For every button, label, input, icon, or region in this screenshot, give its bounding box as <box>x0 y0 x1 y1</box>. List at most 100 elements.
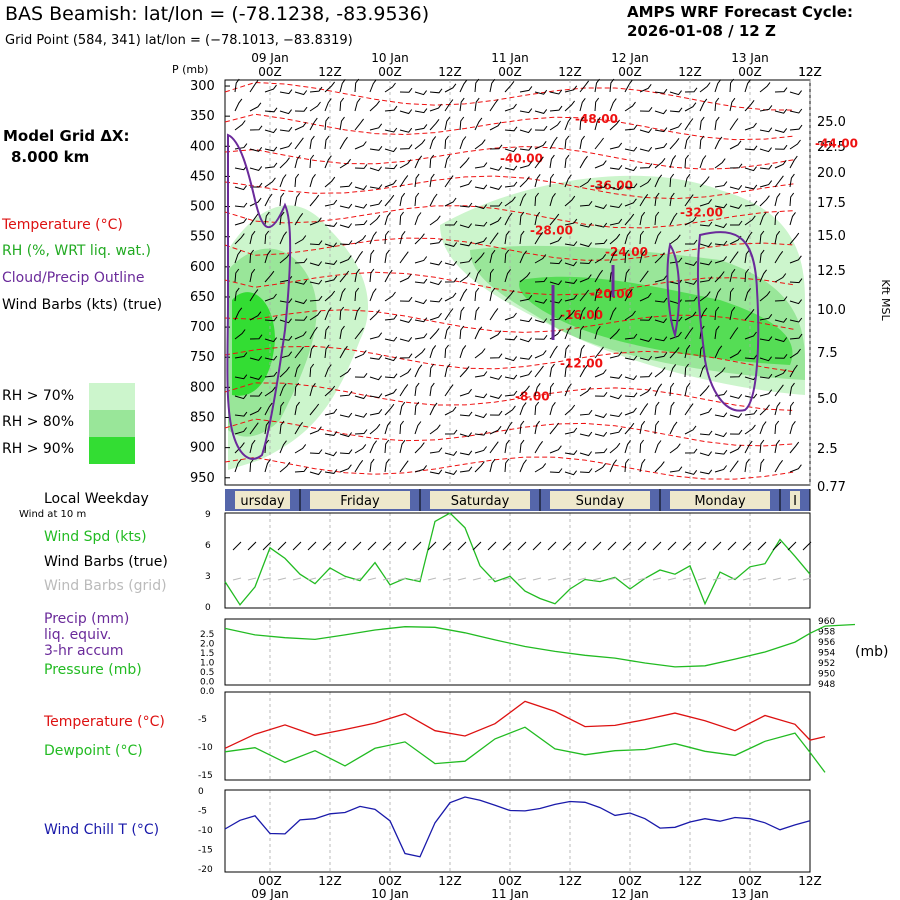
wind-barb <box>594 117 601 131</box>
wind-barb <box>309 174 316 188</box>
bottom-date-label: 09 Jan <box>251 887 289 900</box>
wind-barb <box>489 99 499 112</box>
wind-barb <box>504 290 515 302</box>
wind-barb <box>444 242 458 247</box>
wind-barb <box>699 307 708 321</box>
wind-barb <box>399 368 412 378</box>
wind-barb <box>399 296 413 302</box>
wind-barb <box>624 198 637 207</box>
wind-barb <box>429 280 442 286</box>
wind-barb <box>234 394 247 400</box>
surface-wind-barb <box>667 541 677 551</box>
precip-y-tick: 0.0 <box>200 678 215 688</box>
windchill-y-tick: -5 <box>198 807 207 817</box>
wind-barb <box>309 295 323 302</box>
wind-barb <box>519 211 525 226</box>
wind-barb <box>744 200 758 207</box>
wind-barb <box>549 363 555 378</box>
wind-barb <box>519 337 532 343</box>
wind-barb <box>579 135 585 150</box>
wind-barb <box>549 154 555 169</box>
wind-barb <box>399 460 409 473</box>
grid-wind-barb <box>472 577 482 581</box>
wind-barb <box>369 355 383 360</box>
wind-speed-line <box>224 512 811 606</box>
weekday-cell <box>235 491 290 509</box>
pressure-tick-label: 900 <box>190 441 215 456</box>
wind-barb <box>474 326 483 340</box>
wind-barb <box>669 257 683 264</box>
wind-barb <box>504 458 510 473</box>
bottom-time-tick: 12Z <box>558 874 582 888</box>
wind-barb <box>474 269 482 283</box>
wind-barb <box>579 325 585 340</box>
wind-barb <box>654 109 667 115</box>
wind-barb <box>384 336 398 342</box>
top-time-tick: 00Z <box>258 65 282 79</box>
wind-barb <box>429 345 437 359</box>
wind-barb <box>729 349 742 359</box>
wind-barb <box>264 193 273 207</box>
wind-barb <box>279 461 291 473</box>
wind-barb <box>264 84 277 93</box>
grid-wind-barb <box>292 577 302 581</box>
wind-barb <box>744 268 750 283</box>
wind-barb <box>459 272 471 283</box>
wind-barb <box>519 250 527 264</box>
wind-barb <box>339 412 353 418</box>
wind-barb <box>384 439 390 454</box>
wind-barb <box>504 356 517 362</box>
wind-barb <box>624 231 631 245</box>
grid-wind-barb <box>772 577 782 581</box>
wind-barb <box>519 230 525 245</box>
label-pressure: Pressure (mb) <box>44 662 142 678</box>
wind-barb <box>624 392 638 398</box>
wind-barb <box>744 424 756 435</box>
precip-y-tick: 1.5 <box>200 649 214 659</box>
grid-wind-barb <box>487 577 497 581</box>
wind-barb <box>624 375 637 381</box>
wind-barb <box>609 394 622 400</box>
wind-barb <box>324 469 338 474</box>
wind-barb <box>249 230 256 245</box>
wind-barb <box>429 238 443 245</box>
wind-barb <box>654 367 666 378</box>
grid-wind-barb <box>352 577 362 581</box>
wind-barb <box>474 446 487 454</box>
wind-barb <box>324 408 338 416</box>
grid-wind-barb <box>247 577 257 581</box>
wind-barb <box>519 272 531 283</box>
precip-y-tick: 2.5 <box>200 630 214 640</box>
wind-barb <box>564 470 577 476</box>
wind-barb <box>729 429 743 435</box>
wind-barb <box>534 318 548 324</box>
wind-barb <box>309 101 321 112</box>
wind-barb <box>414 465 427 473</box>
wind-barb <box>354 394 368 400</box>
wind-barb <box>684 87 698 93</box>
rh-shading <box>228 175 805 470</box>
wind-barb <box>549 445 562 454</box>
wind-barb <box>684 382 691 397</box>
wind-barb <box>474 237 487 245</box>
grid-wind-barb <box>562 577 572 581</box>
wind-barb <box>504 249 510 264</box>
wind-barb <box>429 297 443 303</box>
wind-barb <box>459 157 470 169</box>
grid-wind-barb <box>502 577 512 581</box>
wind-barb <box>729 327 739 340</box>
wind-barb <box>504 181 518 188</box>
wind-barb <box>384 147 397 153</box>
wind-barb <box>699 242 712 248</box>
wind-barb <box>609 218 623 226</box>
isotherm-label: -8.00 <box>515 389 550 403</box>
wind-barb <box>474 348 486 359</box>
wind-barb <box>354 327 364 340</box>
wind-barb <box>459 136 467 150</box>
rh80-swatch <box>89 410 135 437</box>
grid-wind-barb <box>532 577 542 581</box>
wind-barb <box>774 128 788 133</box>
wind-barb <box>399 144 413 150</box>
wind-barb <box>774 439 780 454</box>
wind-barb <box>459 79 468 93</box>
